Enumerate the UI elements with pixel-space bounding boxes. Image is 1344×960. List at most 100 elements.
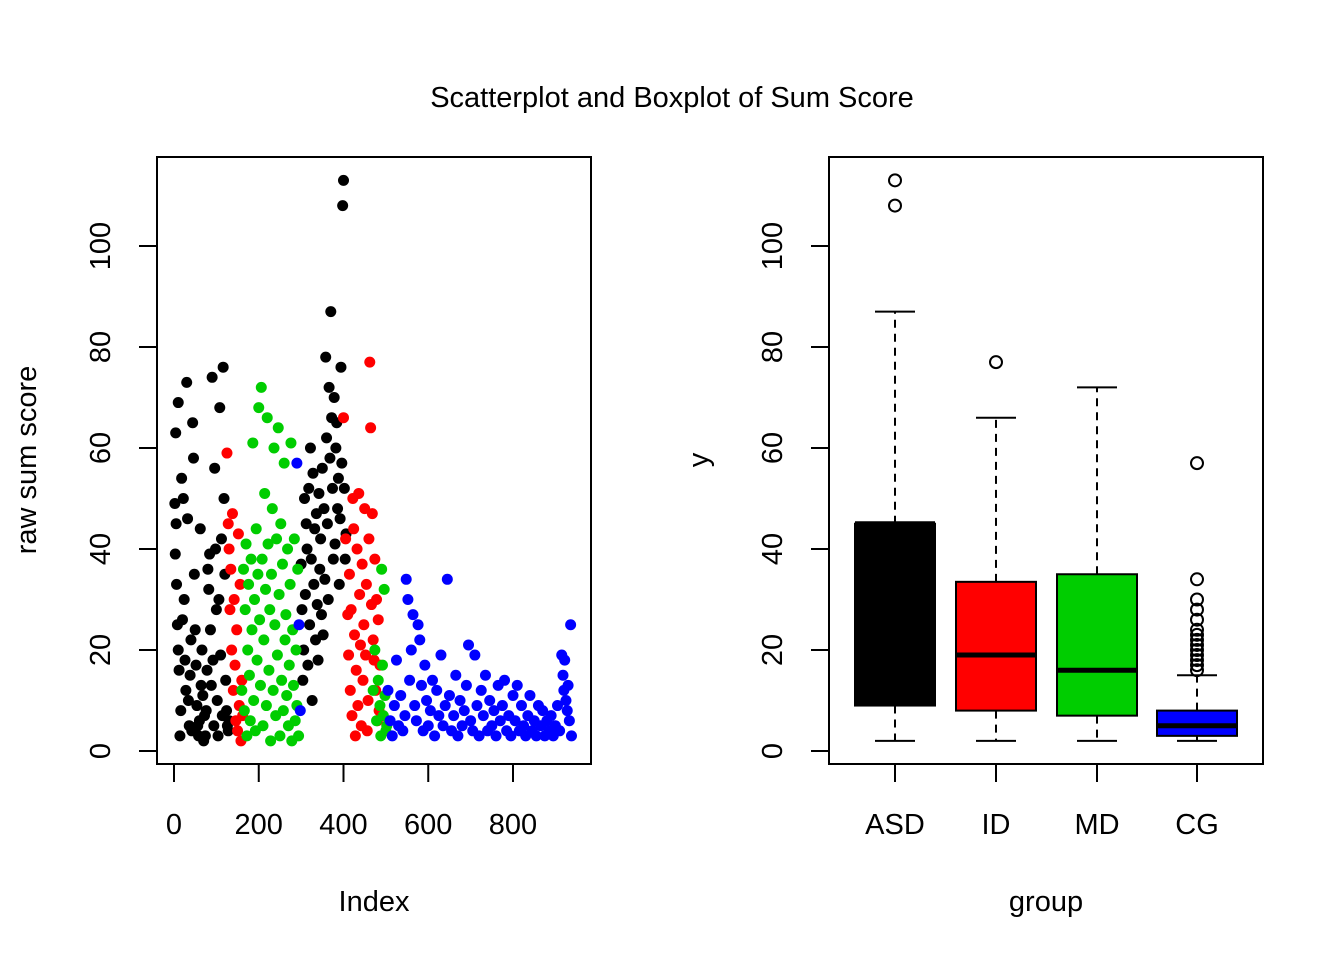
scatter-point [210, 543, 222, 555]
scatter-point [317, 629, 329, 641]
scatter-point [197, 689, 209, 701]
scatter-point [269, 619, 281, 631]
boxplot-boxes [854, 173, 1238, 742]
scatter-point [170, 518, 182, 530]
scatter-point [334, 513, 346, 525]
scatter-point [344, 684, 356, 696]
scatter-point [338, 482, 350, 494]
scatter-point [360, 649, 372, 661]
box-cg [1156, 456, 1238, 742]
x-tick-label: MD [1074, 809, 1119, 841]
scatter-point [386, 730, 398, 742]
scatter-point [388, 700, 400, 712]
outlier-point [1190, 592, 1204, 607]
scatter-point [265, 735, 277, 747]
outlier-point [1190, 632, 1204, 647]
scatter-point [562, 679, 574, 691]
scatter-point [175, 705, 187, 717]
box-asd [854, 173, 936, 742]
scatter-point [561, 705, 573, 717]
scatter-point [405, 644, 417, 656]
boxplot-y-axis: 0 20 40 60 80 100 [757, 222, 830, 759]
scatter-point [407, 609, 419, 621]
scatter-point [287, 679, 299, 691]
scatter-point [441, 573, 453, 585]
outlier-point [1190, 653, 1204, 668]
scatter-point [283, 659, 295, 671]
scatter-point [431, 684, 443, 696]
scatter-point [289, 715, 301, 727]
scatter-point [346, 710, 358, 722]
scatter-point [279, 634, 291, 646]
scatter-point [221, 447, 233, 459]
scatter-point [409, 700, 421, 712]
scatter-point [353, 487, 365, 499]
scatter-point [215, 533, 227, 545]
x-tick-label: 600 [404, 809, 452, 841]
scatter-point [351, 543, 363, 555]
boxplot-x-axis: ASD ID MD CG [865, 763, 1219, 841]
scatterplot-y-label: raw sum score [11, 366, 43, 555]
scatter-point [433, 710, 445, 722]
scatter-point [505, 730, 517, 742]
scatter-point [232, 725, 244, 737]
scatter-point [204, 624, 216, 636]
scatter-point [421, 695, 433, 706]
scatter-point [252, 568, 264, 580]
scatter-point [184, 669, 196, 681]
scatter-point [382, 684, 394, 696]
box-rect [854, 522, 936, 707]
scatter-point [169, 498, 181, 510]
scatter-point [354, 639, 366, 651]
scatter-point [354, 588, 366, 600]
scatter-point [284, 578, 296, 590]
scatter-point [367, 684, 379, 696]
scatter-point [402, 594, 414, 605]
scatter-point [301, 543, 313, 555]
scatter-point [321, 518, 333, 530]
scatter-point [452, 730, 464, 742]
scatter-point [255, 381, 267, 393]
scatter-point [390, 654, 402, 666]
scatter-point [350, 664, 362, 676]
scatter-point [259, 487, 271, 499]
scatter-point [176, 472, 188, 484]
y-tick-label: 60 [85, 432, 117, 464]
scatter-point [363, 533, 375, 545]
x-tick-label: 0 [166, 809, 182, 841]
scatter-point [358, 619, 370, 631]
scatter-point [299, 493, 311, 504]
scatter-point [559, 654, 571, 666]
scatter-point [199, 730, 211, 742]
scatter-point [179, 654, 191, 666]
outlier-point [1190, 456, 1204, 471]
scatter-point [272, 422, 284, 434]
scatter-point [565, 730, 577, 742]
scatter-point [479, 669, 491, 681]
scatter-point [244, 715, 256, 727]
scatter-point [314, 563, 326, 575]
scatter-point [220, 674, 232, 686]
scatter-point [471, 700, 483, 712]
scatter-point [224, 604, 236, 616]
scatter-point [225, 563, 237, 575]
scatter-point [206, 371, 218, 383]
scatter-point [426, 674, 438, 686]
scatter-point [251, 654, 263, 666]
scatter-point [239, 604, 251, 616]
scatter-point [496, 700, 508, 712]
scatter-point [307, 467, 319, 479]
scatter-point [288, 533, 300, 545]
scatter-point [486, 720, 498, 732]
scatter-point [185, 634, 197, 646]
scatter-point [332, 503, 344, 515]
scatter-point [262, 538, 274, 550]
scatter-point [339, 553, 351, 565]
scatter-point [318, 503, 330, 515]
scatter-point [248, 695, 260, 706]
scatter-point [282, 543, 294, 555]
scatter-point [293, 730, 305, 742]
scatter-point [187, 417, 199, 429]
scatter-point [277, 705, 289, 717]
scatter-point [309, 523, 321, 535]
